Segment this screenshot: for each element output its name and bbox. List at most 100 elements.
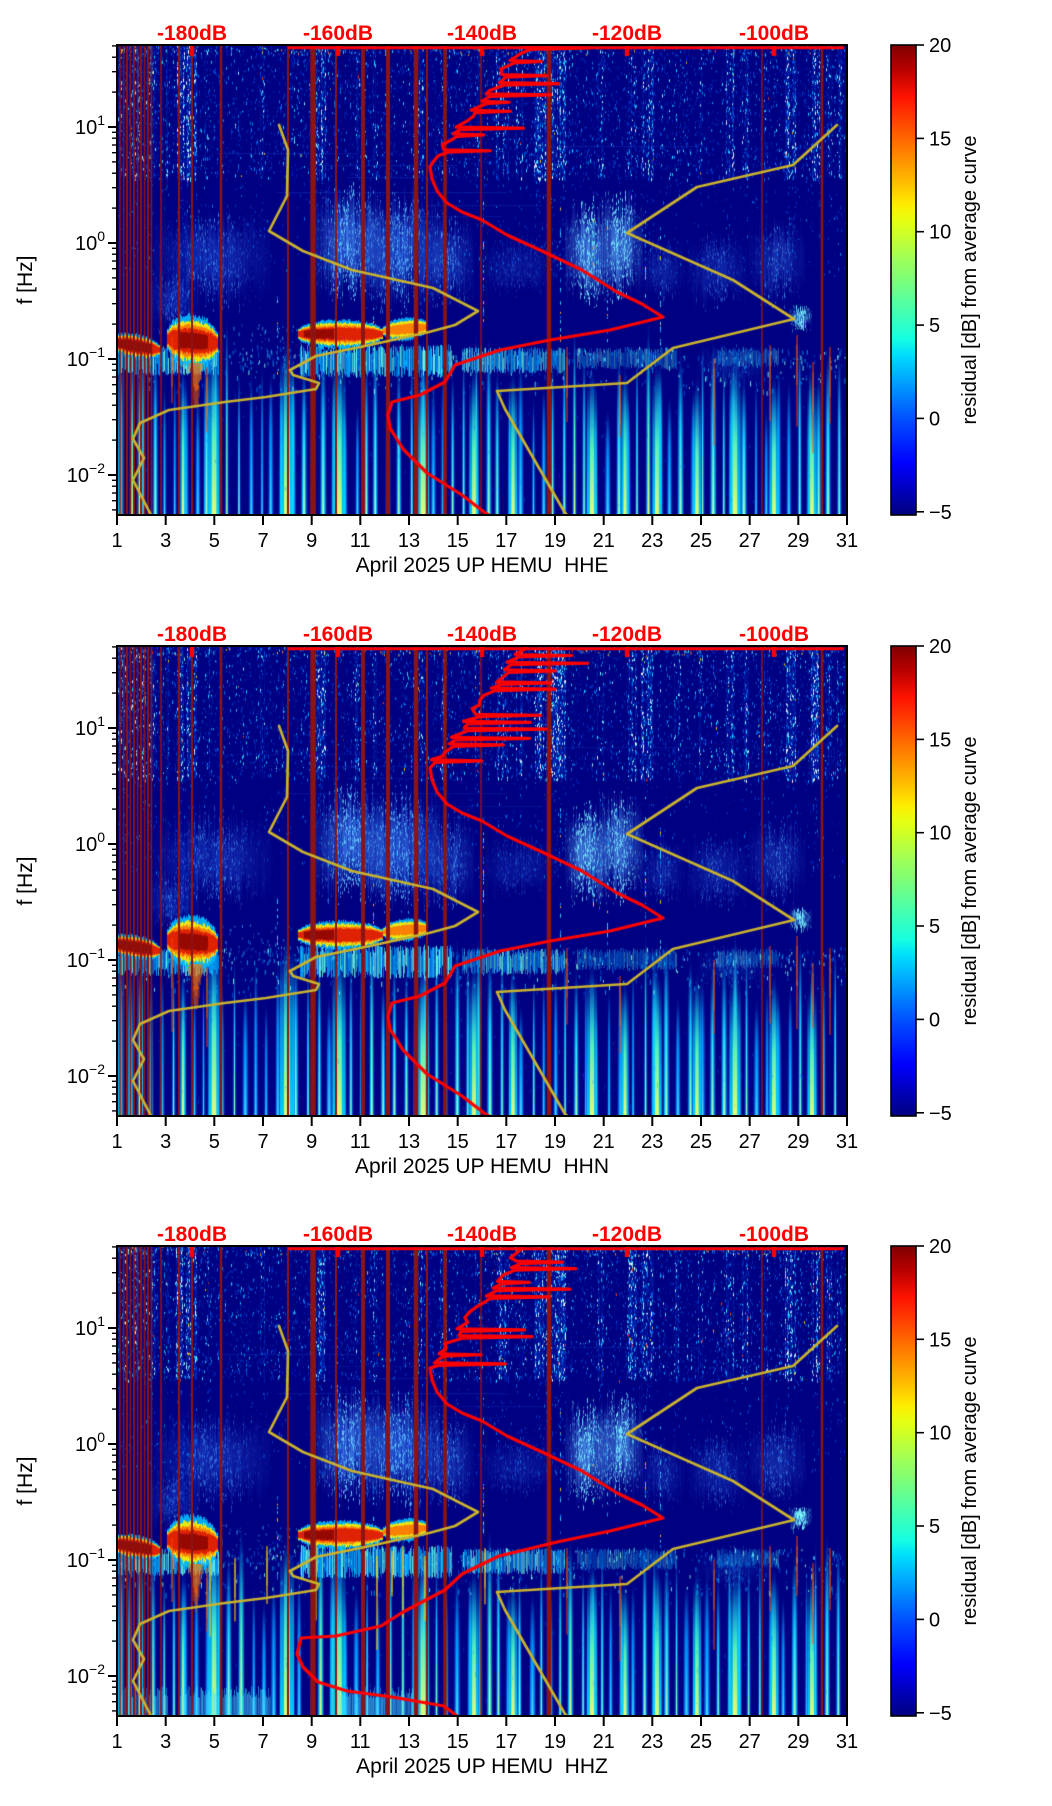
svg-text:101: 101 bbox=[75, 112, 105, 139]
svg-text:5: 5 bbox=[209, 530, 220, 552]
svg-text:11: 11 bbox=[350, 530, 371, 552]
svg-text:13: 13 bbox=[398, 530, 420, 552]
svg-text:19: 19 bbox=[544, 530, 566, 552]
svg-text:25: 25 bbox=[690, 530, 712, 552]
svg-text:-180dB: -180dB bbox=[157, 22, 227, 45]
svg-text:3: 3 bbox=[160, 1131, 171, 1153]
svg-text:residual [dB] from average cur: residual [dB] from average curve bbox=[959, 736, 981, 1025]
svg-text:101: 101 bbox=[75, 713, 105, 740]
svg-text:31: 31 bbox=[836, 1731, 858, 1753]
svg-text:0: 0 bbox=[929, 1609, 940, 1631]
svg-text:5: 5 bbox=[209, 1131, 220, 1153]
svg-text:7: 7 bbox=[257, 530, 268, 552]
svg-text:f [Hz]: f [Hz] bbox=[14, 255, 37, 304]
svg-text:11: 11 bbox=[350, 1731, 371, 1753]
svg-text:21: 21 bbox=[593, 1131, 615, 1153]
svg-text:10−2: 10−2 bbox=[67, 1661, 105, 1688]
svg-text:-140dB: -140dB bbox=[447, 623, 517, 646]
svg-text:19: 19 bbox=[544, 1131, 566, 1153]
svg-text:17: 17 bbox=[495, 1731, 517, 1753]
svg-text:19: 19 bbox=[544, 1731, 566, 1753]
svg-text:27: 27 bbox=[739, 1131, 761, 1153]
svg-text:10−1: 10−1 bbox=[67, 945, 105, 972]
svg-text:17: 17 bbox=[495, 530, 517, 552]
svg-text:-100dB: -100dB bbox=[739, 623, 809, 646]
svg-text:29: 29 bbox=[787, 1131, 809, 1153]
svg-text:April 2025 UP HEMU HHZ: April 2025 UP HEMU HHZ bbox=[356, 1755, 608, 1778]
svg-text:23: 23 bbox=[641, 1131, 663, 1153]
svg-text:-100dB: -100dB bbox=[739, 22, 809, 45]
svg-text:15: 15 bbox=[447, 530, 469, 552]
svg-text:0: 0 bbox=[929, 408, 940, 430]
svg-text:7: 7 bbox=[257, 1131, 268, 1153]
svg-text:April 2025 UP HEMU HHN: April 2025 UP HEMU HHN bbox=[355, 1155, 609, 1178]
svg-text:20: 20 bbox=[929, 636, 951, 658]
svg-text:23: 23 bbox=[641, 1731, 663, 1753]
svg-text:7: 7 bbox=[257, 1731, 268, 1753]
svg-text:31: 31 bbox=[836, 530, 858, 552]
svg-text:5: 5 bbox=[929, 315, 940, 337]
svg-text:15: 15 bbox=[447, 1131, 469, 1153]
svg-text:-140dB: -140dB bbox=[447, 1223, 517, 1246]
svg-text:31: 31 bbox=[836, 1131, 858, 1153]
svg-text:-160dB: -160dB bbox=[303, 623, 373, 646]
svg-text:100: 100 bbox=[75, 228, 105, 255]
svg-text:9: 9 bbox=[306, 1731, 317, 1753]
svg-text:-160dB: -160dB bbox=[303, 1223, 373, 1246]
svg-text:−5: −5 bbox=[929, 502, 952, 524]
svg-text:27: 27 bbox=[739, 1731, 761, 1753]
svg-text:−5: −5 bbox=[929, 1103, 952, 1125]
svg-text:-100dB: -100dB bbox=[739, 1223, 809, 1246]
svg-text:27: 27 bbox=[739, 530, 761, 552]
svg-text:25: 25 bbox=[690, 1731, 712, 1753]
svg-text:10: 10 bbox=[929, 222, 951, 244]
svg-text:9: 9 bbox=[306, 530, 317, 552]
svg-text:15: 15 bbox=[929, 729, 951, 751]
svg-text:29: 29 bbox=[787, 530, 809, 552]
svg-text:9: 9 bbox=[306, 1131, 317, 1153]
svg-text:residual [dB] from average cur: residual [dB] from average curve bbox=[959, 135, 981, 424]
svg-text:10: 10 bbox=[929, 1423, 951, 1445]
svg-text:April 2025 UP HEMU HHE: April 2025 UP HEMU HHE bbox=[356, 554, 609, 577]
svg-text:17: 17 bbox=[495, 1131, 517, 1153]
svg-text:15: 15 bbox=[929, 128, 951, 150]
svg-text:5: 5 bbox=[929, 916, 940, 938]
svg-text:100: 100 bbox=[75, 829, 105, 856]
svg-text:residual [dB] from average cur: residual [dB] from average curve bbox=[959, 1336, 981, 1625]
svg-text:-160dB: -160dB bbox=[303, 22, 373, 45]
svg-text:-140dB: -140dB bbox=[447, 22, 517, 45]
svg-text:10: 10 bbox=[929, 823, 951, 845]
svg-text:13: 13 bbox=[398, 1731, 420, 1753]
svg-text:100: 100 bbox=[75, 1429, 105, 1456]
svg-text:11: 11 bbox=[350, 1131, 371, 1153]
svg-text:101: 101 bbox=[75, 1313, 105, 1340]
svg-text:25: 25 bbox=[690, 1131, 712, 1153]
svg-text:f [Hz]: f [Hz] bbox=[14, 856, 37, 905]
svg-text:3: 3 bbox=[160, 1731, 171, 1753]
svg-text:1: 1 bbox=[111, 530, 122, 552]
svg-text:20: 20 bbox=[929, 35, 951, 57]
svg-text:10−2: 10−2 bbox=[67, 1061, 105, 1088]
svg-text:29: 29 bbox=[787, 1731, 809, 1753]
svg-text:-120dB: -120dB bbox=[592, 1223, 662, 1246]
svg-text:-180dB: -180dB bbox=[157, 623, 227, 646]
svg-text:5: 5 bbox=[929, 1516, 940, 1538]
svg-text:13: 13 bbox=[398, 1131, 420, 1153]
svg-text:15: 15 bbox=[447, 1731, 469, 1753]
svg-text:20: 20 bbox=[929, 1236, 951, 1258]
svg-text:21: 21 bbox=[593, 530, 615, 552]
svg-text:15: 15 bbox=[929, 1329, 951, 1351]
svg-text:f [Hz]: f [Hz] bbox=[14, 1456, 37, 1505]
svg-text:23: 23 bbox=[641, 530, 663, 552]
svg-text:−5: −5 bbox=[929, 1703, 952, 1725]
svg-text:10−1: 10−1 bbox=[67, 344, 105, 371]
svg-text:21: 21 bbox=[593, 1731, 615, 1753]
svg-text:3: 3 bbox=[160, 530, 171, 552]
svg-text:-120dB: -120dB bbox=[592, 623, 662, 646]
svg-text:1: 1 bbox=[111, 1131, 122, 1153]
svg-text:0: 0 bbox=[929, 1009, 940, 1031]
svg-text:1: 1 bbox=[111, 1731, 122, 1753]
svg-text:5: 5 bbox=[209, 1731, 220, 1753]
svg-text:-120dB: -120dB bbox=[592, 22, 662, 45]
svg-text:-180dB: -180dB bbox=[157, 1223, 227, 1246]
